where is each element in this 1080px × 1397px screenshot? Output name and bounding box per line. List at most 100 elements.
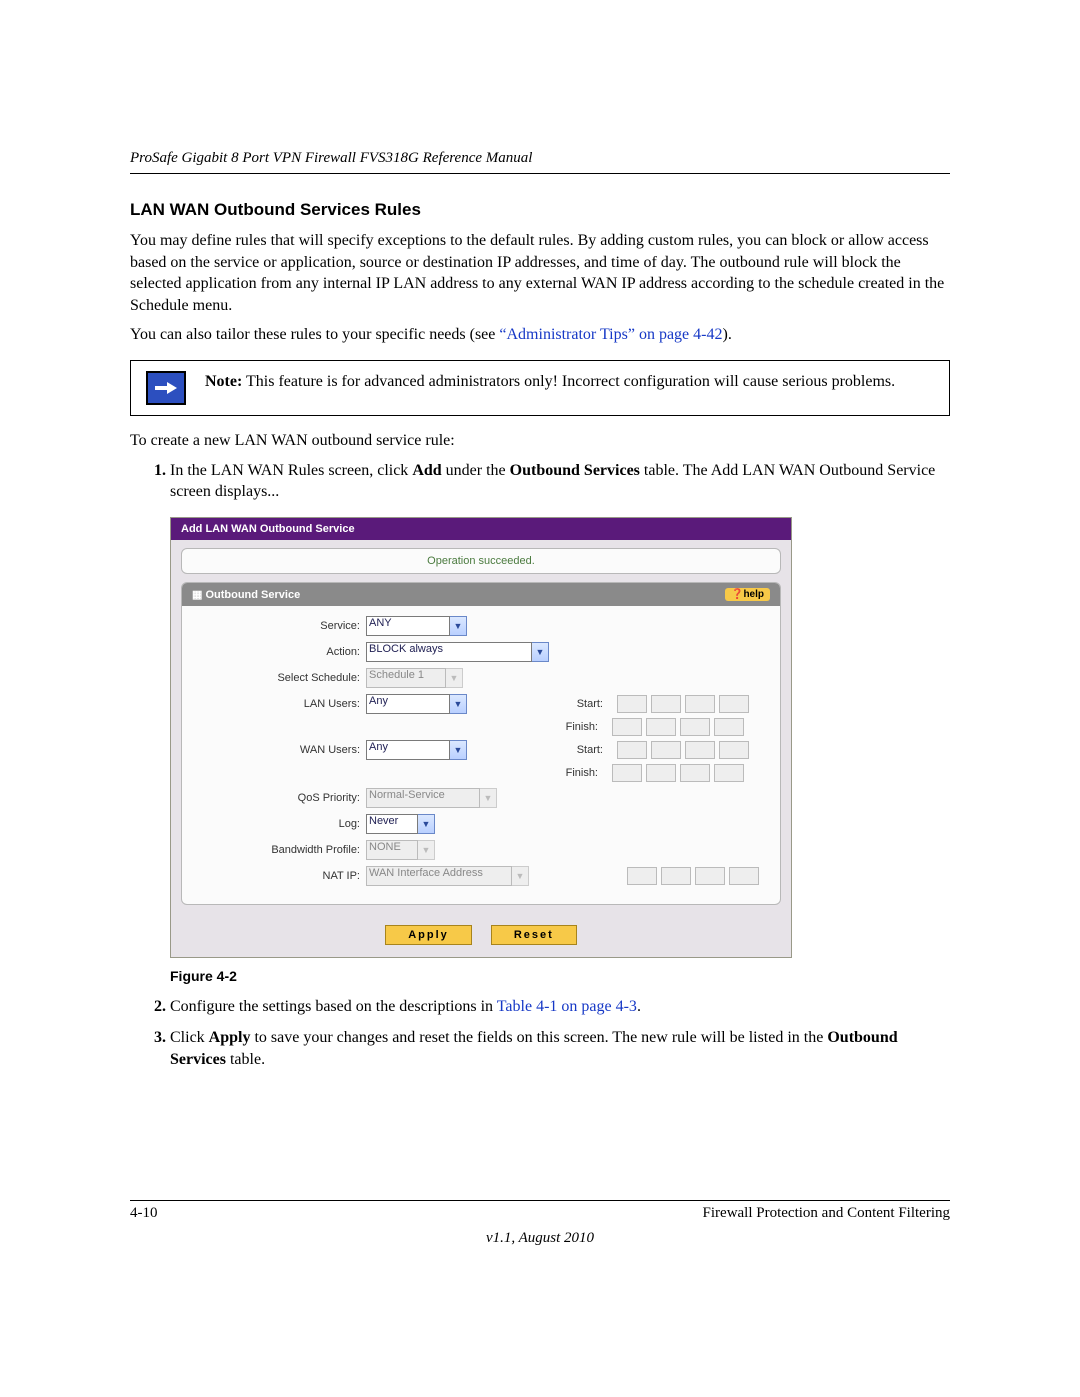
step3-text-e: table. xyxy=(226,1051,265,1068)
step-3: Click Apply to save your changes and res… xyxy=(170,1027,950,1070)
chevron-down-icon[interactable]: ▼ xyxy=(450,694,467,714)
label-qos: QoS Priority: xyxy=(200,792,366,804)
row-service: Service: ANY▼ xyxy=(200,616,762,636)
label-bandwidth: Bandwidth Profile: xyxy=(200,844,366,856)
label-start: Start: xyxy=(555,744,607,756)
panel-title-text: Outbound Service xyxy=(205,589,300,601)
label-service: Service: xyxy=(200,620,366,632)
label-action: Action: xyxy=(200,646,366,658)
paragraph-2: You can also tailor these rules to your … xyxy=(130,324,950,346)
log-select[interactable]: Never xyxy=(366,814,418,834)
ip-octet-input[interactable] xyxy=(617,741,647,759)
note-icon-cell xyxy=(131,361,201,415)
ip-octet-input[interactable] xyxy=(719,695,749,713)
ip-octet-input[interactable] xyxy=(729,867,759,885)
ui-add-lan-wan-outbound-service: Add LAN WAN Outbound Service Operation s… xyxy=(170,517,792,958)
ip-octet-input[interactable] xyxy=(714,764,744,782)
qos-select: Normal-Service xyxy=(366,788,480,808)
step2-text-a: Configure the settings based on the desc… xyxy=(170,998,497,1015)
note-text: Note: This feature is for advanced admin… xyxy=(201,361,909,415)
step1-add: Add xyxy=(412,462,441,479)
step2-text-b: . xyxy=(637,998,641,1015)
chevron-down-icon: ▼ xyxy=(446,668,463,688)
lan-users-select[interactable]: Any xyxy=(366,694,450,714)
chevron-down-icon[interactable]: ▼ xyxy=(450,616,467,636)
help-link[interactable]: ❓help xyxy=(725,588,770,601)
chevron-down-icon[interactable]: ▼ xyxy=(532,642,549,662)
label-wan-users: WAN Users: xyxy=(200,744,366,756)
row-bandwidth: Bandwidth Profile: NONE▼ xyxy=(200,840,762,860)
ip-octet-input[interactable] xyxy=(651,695,681,713)
ip-octet-input[interactable] xyxy=(612,764,642,782)
table-4-1-link[interactable]: Table 4-1 on page 4-3 xyxy=(497,998,637,1015)
ui-titlebar: Add LAN WAN Outbound Service xyxy=(171,518,791,540)
reset-button[interactable]: Reset xyxy=(491,925,577,945)
apply-button[interactable]: Apply xyxy=(385,925,472,945)
label-finish: Finish: xyxy=(550,721,602,733)
nat-ip-group xyxy=(627,867,759,885)
label-schedule: Select Schedule: xyxy=(200,672,366,684)
footer-rule xyxy=(130,1200,950,1201)
ip-octet-input[interactable] xyxy=(617,695,647,713)
ip-octet-input[interactable] xyxy=(685,741,715,759)
ip-octet-input[interactable] xyxy=(646,764,676,782)
ip-octet-input[interactable] xyxy=(661,867,691,885)
bandwidth-select: NONE xyxy=(366,840,418,860)
row-action: Action: BLOCK always▼ xyxy=(200,642,762,662)
page-number: 4-10 xyxy=(130,1205,158,1222)
label-log: Log: xyxy=(200,818,366,830)
ip-octet-input[interactable] xyxy=(651,741,681,759)
ip-octet-input[interactable] xyxy=(646,718,676,736)
service-select[interactable]: ANY xyxy=(366,616,450,636)
row-schedule: Select Schedule: Schedule 1▼ xyxy=(200,668,762,688)
label-start: Start: xyxy=(555,698,607,710)
paragraph-1: You may define rules that will specify e… xyxy=(130,230,950,316)
step-2: Configure the settings based on the desc… xyxy=(170,996,950,1018)
ip-octet-input[interactable] xyxy=(695,867,725,885)
row-wan-users: WAN Users: Any▼ Start: xyxy=(200,740,762,760)
row-lan-finish: Finish: xyxy=(200,718,762,736)
lan-finish-group: Finish: xyxy=(550,718,744,736)
ip-octet-input[interactable] xyxy=(719,741,749,759)
page-footer: 4-10 Firewall Protection and Content Fil… xyxy=(130,1200,950,1247)
nat-ip-select: WAN Interface Address xyxy=(366,866,512,886)
ui-status-row: Operation succeeded. xyxy=(171,540,791,582)
note-body: This feature is for advanced administrat… xyxy=(242,373,895,390)
chevron-down-icon[interactable]: ▼ xyxy=(418,814,435,834)
running-header: ProSafe Gigabit 8 Port VPN Firewall FVS3… xyxy=(130,150,950,167)
lan-start-group: Start: xyxy=(555,695,749,713)
footer-row: 4-10 Firewall Protection and Content Fil… xyxy=(130,1205,950,1222)
ip-octet-input[interactable] xyxy=(680,718,710,736)
label-finish: Finish: xyxy=(550,767,602,779)
footer-chapter-title: Firewall Protection and Content Filterin… xyxy=(703,1205,950,1222)
ui-status-message: Operation succeeded. xyxy=(181,548,781,574)
ip-octet-input[interactable] xyxy=(680,764,710,782)
footer-version: v1.1, August 2010 xyxy=(130,1230,950,1247)
para2-pre: You can also tailor these rules to your … xyxy=(130,326,499,343)
step3-text-c: to save your changes and reset the field… xyxy=(250,1029,827,1046)
chevron-down-icon: ▼ xyxy=(418,840,435,860)
ip-octet-input[interactable] xyxy=(627,867,657,885)
arrow-right-icon xyxy=(146,371,186,405)
wan-start-group: Start: xyxy=(555,741,749,759)
action-select[interactable]: BLOCK always xyxy=(366,642,532,662)
chevron-down-icon[interactable]: ▼ xyxy=(450,740,467,760)
ip-octet-input[interactable] xyxy=(612,718,642,736)
step1-text-c: under the xyxy=(442,462,510,479)
row-log: Log: Never▼ xyxy=(200,814,762,834)
row-lan-users: LAN Users: Any▼ Start: xyxy=(200,694,762,714)
ip-octet-input[interactable] xyxy=(714,718,744,736)
ip-octet-input[interactable] xyxy=(685,695,715,713)
figure-4-2: Add LAN WAN Outbound Service Operation s… xyxy=(170,517,950,958)
para2-post: ). xyxy=(722,326,731,343)
section-heading: LAN WAN Outbound Services Rules xyxy=(130,200,950,220)
row-nat-ip: NAT IP: WAN Interface Address▼ xyxy=(200,866,762,886)
wan-users-select[interactable]: Any xyxy=(366,740,450,760)
row-qos: QoS Priority: Normal-Service▼ xyxy=(200,788,762,808)
header-rule xyxy=(130,173,950,174)
document-page: ProSafe Gigabit 8 Port VPN Firewall FVS3… xyxy=(0,0,1080,1397)
row-wan-finish: Finish: xyxy=(200,764,762,782)
label-lan-users: LAN Users: xyxy=(200,698,366,710)
admin-tips-link[interactable]: “Administrator Tips” on page 4-42 xyxy=(499,326,722,343)
wan-finish-group: Finish: xyxy=(550,764,744,782)
